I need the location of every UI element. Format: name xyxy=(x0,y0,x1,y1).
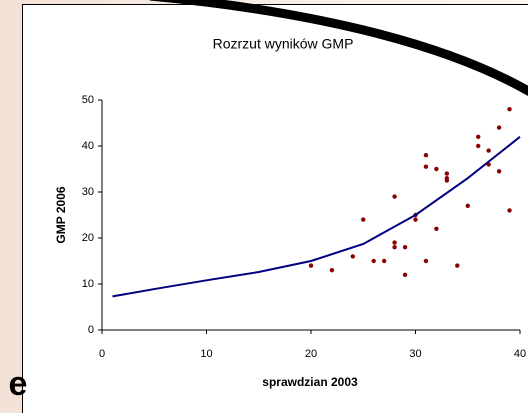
point xyxy=(455,263,459,267)
point xyxy=(445,171,449,175)
point xyxy=(392,245,396,249)
y-tick-label: 20 xyxy=(82,232,94,244)
point xyxy=(476,144,480,148)
point xyxy=(309,263,313,267)
point xyxy=(351,254,355,258)
y-tick-label: 10 xyxy=(82,278,94,290)
point xyxy=(434,227,438,231)
x-tick-label: 10 xyxy=(200,348,212,360)
point xyxy=(424,165,428,169)
y-tick-label: 30 xyxy=(82,186,94,198)
point xyxy=(413,217,417,221)
point xyxy=(372,259,376,263)
point xyxy=(445,178,449,182)
point xyxy=(486,148,490,152)
point xyxy=(403,245,407,249)
slide: Rozrzut wyników GMP sprawdzian 2003 GMP … xyxy=(0,0,528,413)
point xyxy=(424,259,428,263)
point xyxy=(497,125,501,129)
point xyxy=(403,273,407,277)
y-tick-label: 50 xyxy=(82,94,94,106)
point xyxy=(424,153,428,157)
x-axis-label: sprawdzian 2003 xyxy=(262,375,358,389)
point xyxy=(392,194,396,198)
x-tick-label: 20 xyxy=(305,348,317,360)
point xyxy=(507,107,511,111)
x-tick-label: 0 xyxy=(99,348,105,360)
x-tick-label: 30 xyxy=(409,348,421,360)
y-tick-label: 0 xyxy=(88,324,94,336)
point xyxy=(497,169,501,173)
point xyxy=(382,259,386,263)
point xyxy=(507,208,511,212)
x-tick-label: 40 xyxy=(514,348,526,360)
point xyxy=(330,268,334,272)
chart-title: Rozrzut wyników GMP xyxy=(213,36,354,52)
y-tick-label: 40 xyxy=(82,140,94,152)
slide-text-fragment: e xyxy=(9,365,28,403)
point xyxy=(476,135,480,139)
point xyxy=(434,167,438,171)
y-axis-label: GMP 2006 xyxy=(54,186,68,243)
point xyxy=(392,240,396,244)
point xyxy=(361,217,365,221)
point xyxy=(466,204,470,208)
